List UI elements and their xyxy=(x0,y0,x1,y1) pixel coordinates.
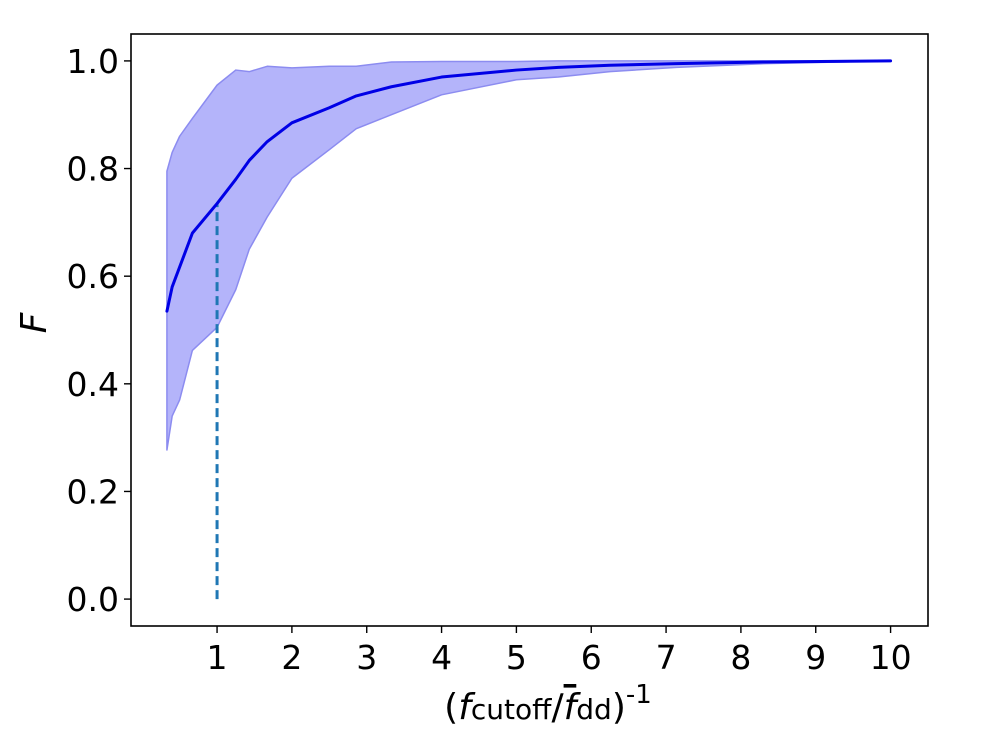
x-axis-label-paren-close: ) xyxy=(612,687,626,728)
x-tick-label: 4 xyxy=(431,638,452,677)
y-axis-label: F xyxy=(14,311,55,333)
y-tick-label: 1.0 xyxy=(67,42,119,81)
series-line-0 xyxy=(165,59,893,313)
x-tick-label: 2 xyxy=(281,638,302,677)
x-axis-label-exponent: -1 xyxy=(626,680,652,710)
x-axis: 1 2 3 4 5 6 7 8 9 10 xyxy=(207,626,912,677)
x-axis-label-paren-open: ( xyxy=(444,687,458,728)
x-tick-label: 3 xyxy=(356,638,377,677)
x-tick-label: 5 xyxy=(506,638,527,677)
plot-area xyxy=(165,59,893,600)
x-tick-label: 1 xyxy=(207,638,228,677)
x-tick-label: 9 xyxy=(805,638,826,677)
confidence-band-0 xyxy=(166,60,892,451)
y-tick-label: 0.0 xyxy=(67,580,119,619)
x-axis-label: (fcutoff/fdd)-1 xyxy=(444,680,652,728)
y-tick-label: 0.2 xyxy=(67,472,119,511)
y-tick-label: 0.6 xyxy=(67,257,119,296)
x-tick-label: 10 xyxy=(870,638,912,677)
x-axis-label-sub-dd: dd xyxy=(576,693,612,726)
x-tick-label: 8 xyxy=(730,638,751,677)
y-axis: 0.0 0.2 0.4 0.6 0.8 1.0 xyxy=(67,42,131,619)
x-tick-label: 6 xyxy=(581,638,602,677)
axes-frame xyxy=(130,33,929,627)
x-tick-label: 7 xyxy=(656,638,677,677)
x-axis-label-slash: / xyxy=(551,687,564,728)
y-tick-label: 0.4 xyxy=(67,365,119,404)
x-axis-label-sub-cutoff: cutoff xyxy=(471,693,552,726)
y-tick-label: 0.8 xyxy=(67,150,119,189)
